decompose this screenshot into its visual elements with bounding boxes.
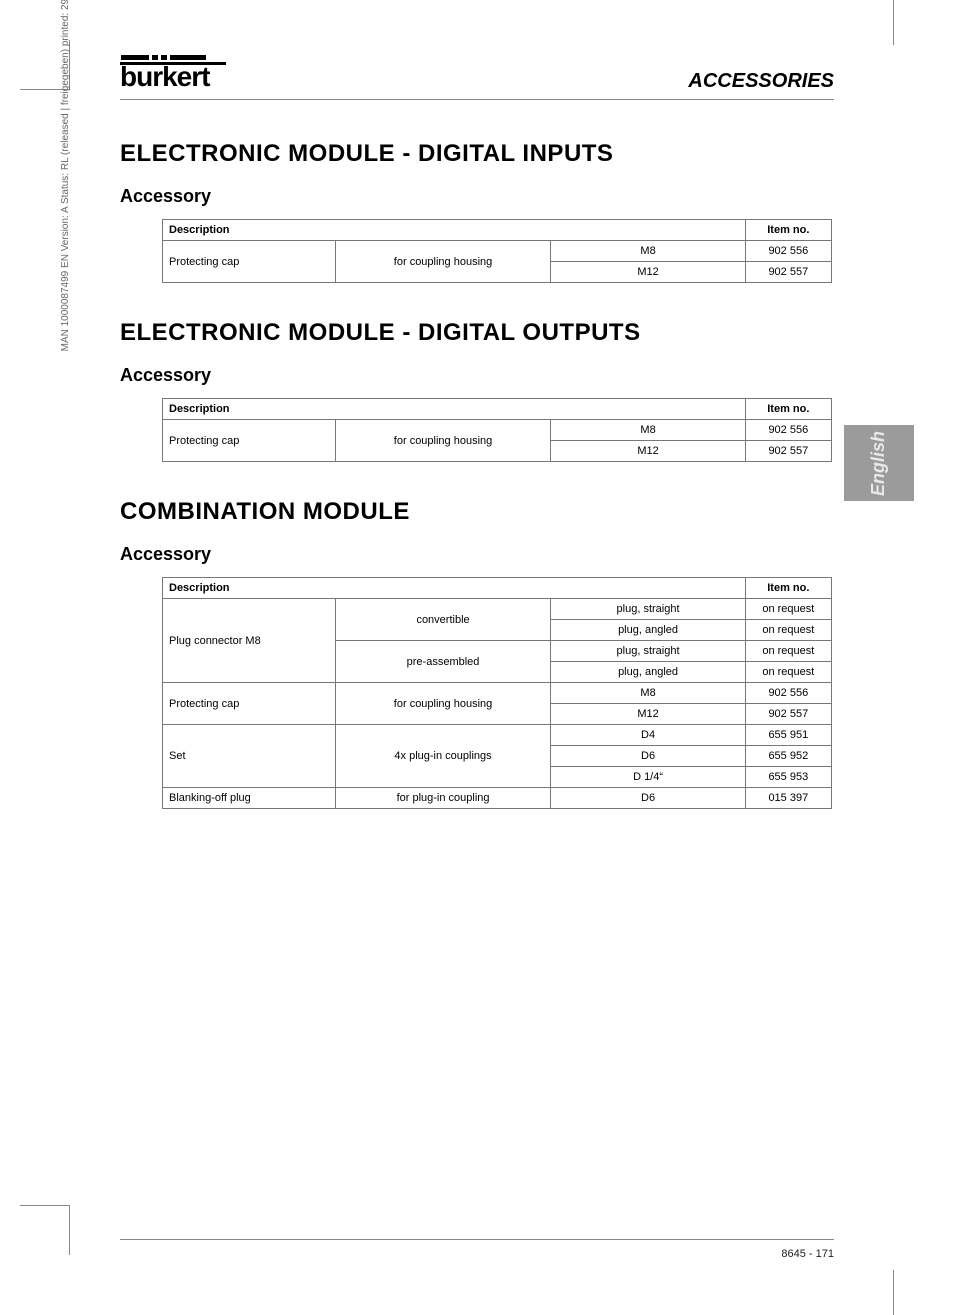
section-title: ELECTRONIC MODULE - DIGITAL OUTPUTS bbox=[120, 319, 834, 347]
cell-desc2: 4x plug-in couplings bbox=[335, 725, 551, 788]
cell-desc2: for coupling housing bbox=[335, 241, 551, 283]
cell-itemno: 655 953 bbox=[745, 767, 831, 788]
cell-desc3: M8 bbox=[551, 683, 745, 704]
cell-itemno: 902 557 bbox=[745, 704, 831, 725]
cell-desc3: M8 bbox=[551, 241, 745, 262]
th-description: Description bbox=[163, 399, 746, 420]
cell-desc3: plug, angled bbox=[551, 662, 745, 683]
language-tab: English bbox=[844, 425, 914, 501]
logo-bars-icon bbox=[121, 55, 226, 60]
section-subtitle: Accessory bbox=[120, 365, 834, 386]
section-subtitle: Accessory bbox=[120, 186, 834, 207]
cell-desc3: M8 bbox=[551, 420, 745, 441]
accessory-table: DescriptionItem no.Protecting capfor cou… bbox=[162, 398, 832, 462]
cell-desc2: for coupling housing bbox=[335, 683, 551, 725]
cell-desc2: pre-assembled bbox=[335, 641, 551, 683]
section-subtitle: Accessory bbox=[120, 544, 834, 565]
cell-itemno: on request bbox=[745, 620, 831, 641]
cell-itemno: 015 397 bbox=[745, 788, 831, 809]
table-row: Protecting capfor coupling housingM8902 … bbox=[163, 241, 832, 262]
section: ELECTRONIC MODULE - DIGITAL INPUTS Access… bbox=[120, 140, 834, 283]
th-itemno: Item no. bbox=[745, 399, 831, 420]
section: COMBINATION MODULE Accessory DescriptionIt… bbox=[120, 498, 834, 809]
cell-desc2: convertible bbox=[335, 599, 551, 641]
cell-itemno: on request bbox=[745, 599, 831, 620]
cell-desc3: D 1/4“ bbox=[551, 767, 745, 788]
page-content: burkert ACCESSORIES ELECTRONIC MODULE - … bbox=[120, 55, 834, 1260]
side-print-info: MAN 1000087499 EN Version: A Status: RL … bbox=[60, 0, 71, 460]
cell-itemno: 902 556 bbox=[745, 683, 831, 704]
header-section-label: ACCESSORIES bbox=[688, 70, 834, 93]
crop-mark bbox=[20, 1205, 70, 1255]
cell-desc1: Protecting cap bbox=[163, 683, 336, 725]
accessory-table: DescriptionItem no.Protecting capfor cou… bbox=[162, 219, 832, 283]
cell-itemno: 655 951 bbox=[745, 725, 831, 746]
table-row: Protecting capfor coupling housingM8902 … bbox=[163, 683, 832, 704]
language-tab-label: English bbox=[868, 430, 889, 495]
cell-desc1: Plug connector M8 bbox=[163, 599, 336, 683]
table-row: Protecting capfor coupling housingM8902 … bbox=[163, 420, 832, 441]
cell-itemno: 902 557 bbox=[745, 262, 831, 283]
cell-desc1: Protecting cap bbox=[163, 241, 336, 283]
cell-desc2: for plug-in coupling bbox=[335, 788, 551, 809]
th-description: Description bbox=[163, 220, 746, 241]
cell-desc1: Protecting cap bbox=[163, 420, 336, 462]
table-row: Plug connector M8convertibleplug, straig… bbox=[163, 599, 832, 620]
cell-desc1: Set bbox=[163, 725, 336, 788]
crop-mark bbox=[893, 1270, 894, 1315]
cell-desc1: Blanking-off plug bbox=[163, 788, 336, 809]
cell-desc3: M12 bbox=[551, 704, 745, 725]
th-itemno: Item no. bbox=[745, 578, 831, 599]
cell-itemno: 655 952 bbox=[745, 746, 831, 767]
page-footer: 8645 - 171 bbox=[120, 1239, 834, 1260]
cell-itemno: 902 557 bbox=[745, 441, 831, 462]
cell-desc3: D6 bbox=[551, 788, 745, 809]
cell-desc3: M12 bbox=[551, 262, 745, 283]
cell-desc3: D6 bbox=[551, 746, 745, 767]
cell-desc3: D4 bbox=[551, 725, 745, 746]
cell-itemno: 902 556 bbox=[745, 420, 831, 441]
table-row: Blanking-off plugfor plug-in couplingD60… bbox=[163, 788, 832, 809]
cell-itemno: on request bbox=[745, 641, 831, 662]
th-itemno: Item no. bbox=[745, 220, 831, 241]
cell-desc3: plug, straight bbox=[551, 641, 745, 662]
section: ELECTRONIC MODULE - DIGITAL OUTPUTS Acces… bbox=[120, 319, 834, 462]
cell-itemno: on request bbox=[745, 662, 831, 683]
cell-desc3: plug, straight bbox=[551, 599, 745, 620]
th-description: Description bbox=[163, 578, 746, 599]
brand-logo: burkert bbox=[120, 55, 226, 93]
logo-text: burkert bbox=[120, 61, 226, 93]
crop-mark bbox=[893, 0, 894, 45]
cell-itemno: 902 556 bbox=[745, 241, 831, 262]
table-row: Set4x plug-in couplingsD4655 951 bbox=[163, 725, 832, 746]
accessory-table: DescriptionItem no.Plug connector M8conv… bbox=[162, 577, 832, 809]
section-title: ELECTRONIC MODULE - DIGITAL INPUTS bbox=[120, 140, 834, 168]
page-header: burkert ACCESSORIES bbox=[120, 55, 834, 100]
cell-desc3: M12 bbox=[551, 441, 745, 462]
cell-desc2: for coupling housing bbox=[335, 420, 551, 462]
cell-desc3: plug, angled bbox=[551, 620, 745, 641]
section-title: COMBINATION MODULE bbox=[120, 498, 834, 526]
